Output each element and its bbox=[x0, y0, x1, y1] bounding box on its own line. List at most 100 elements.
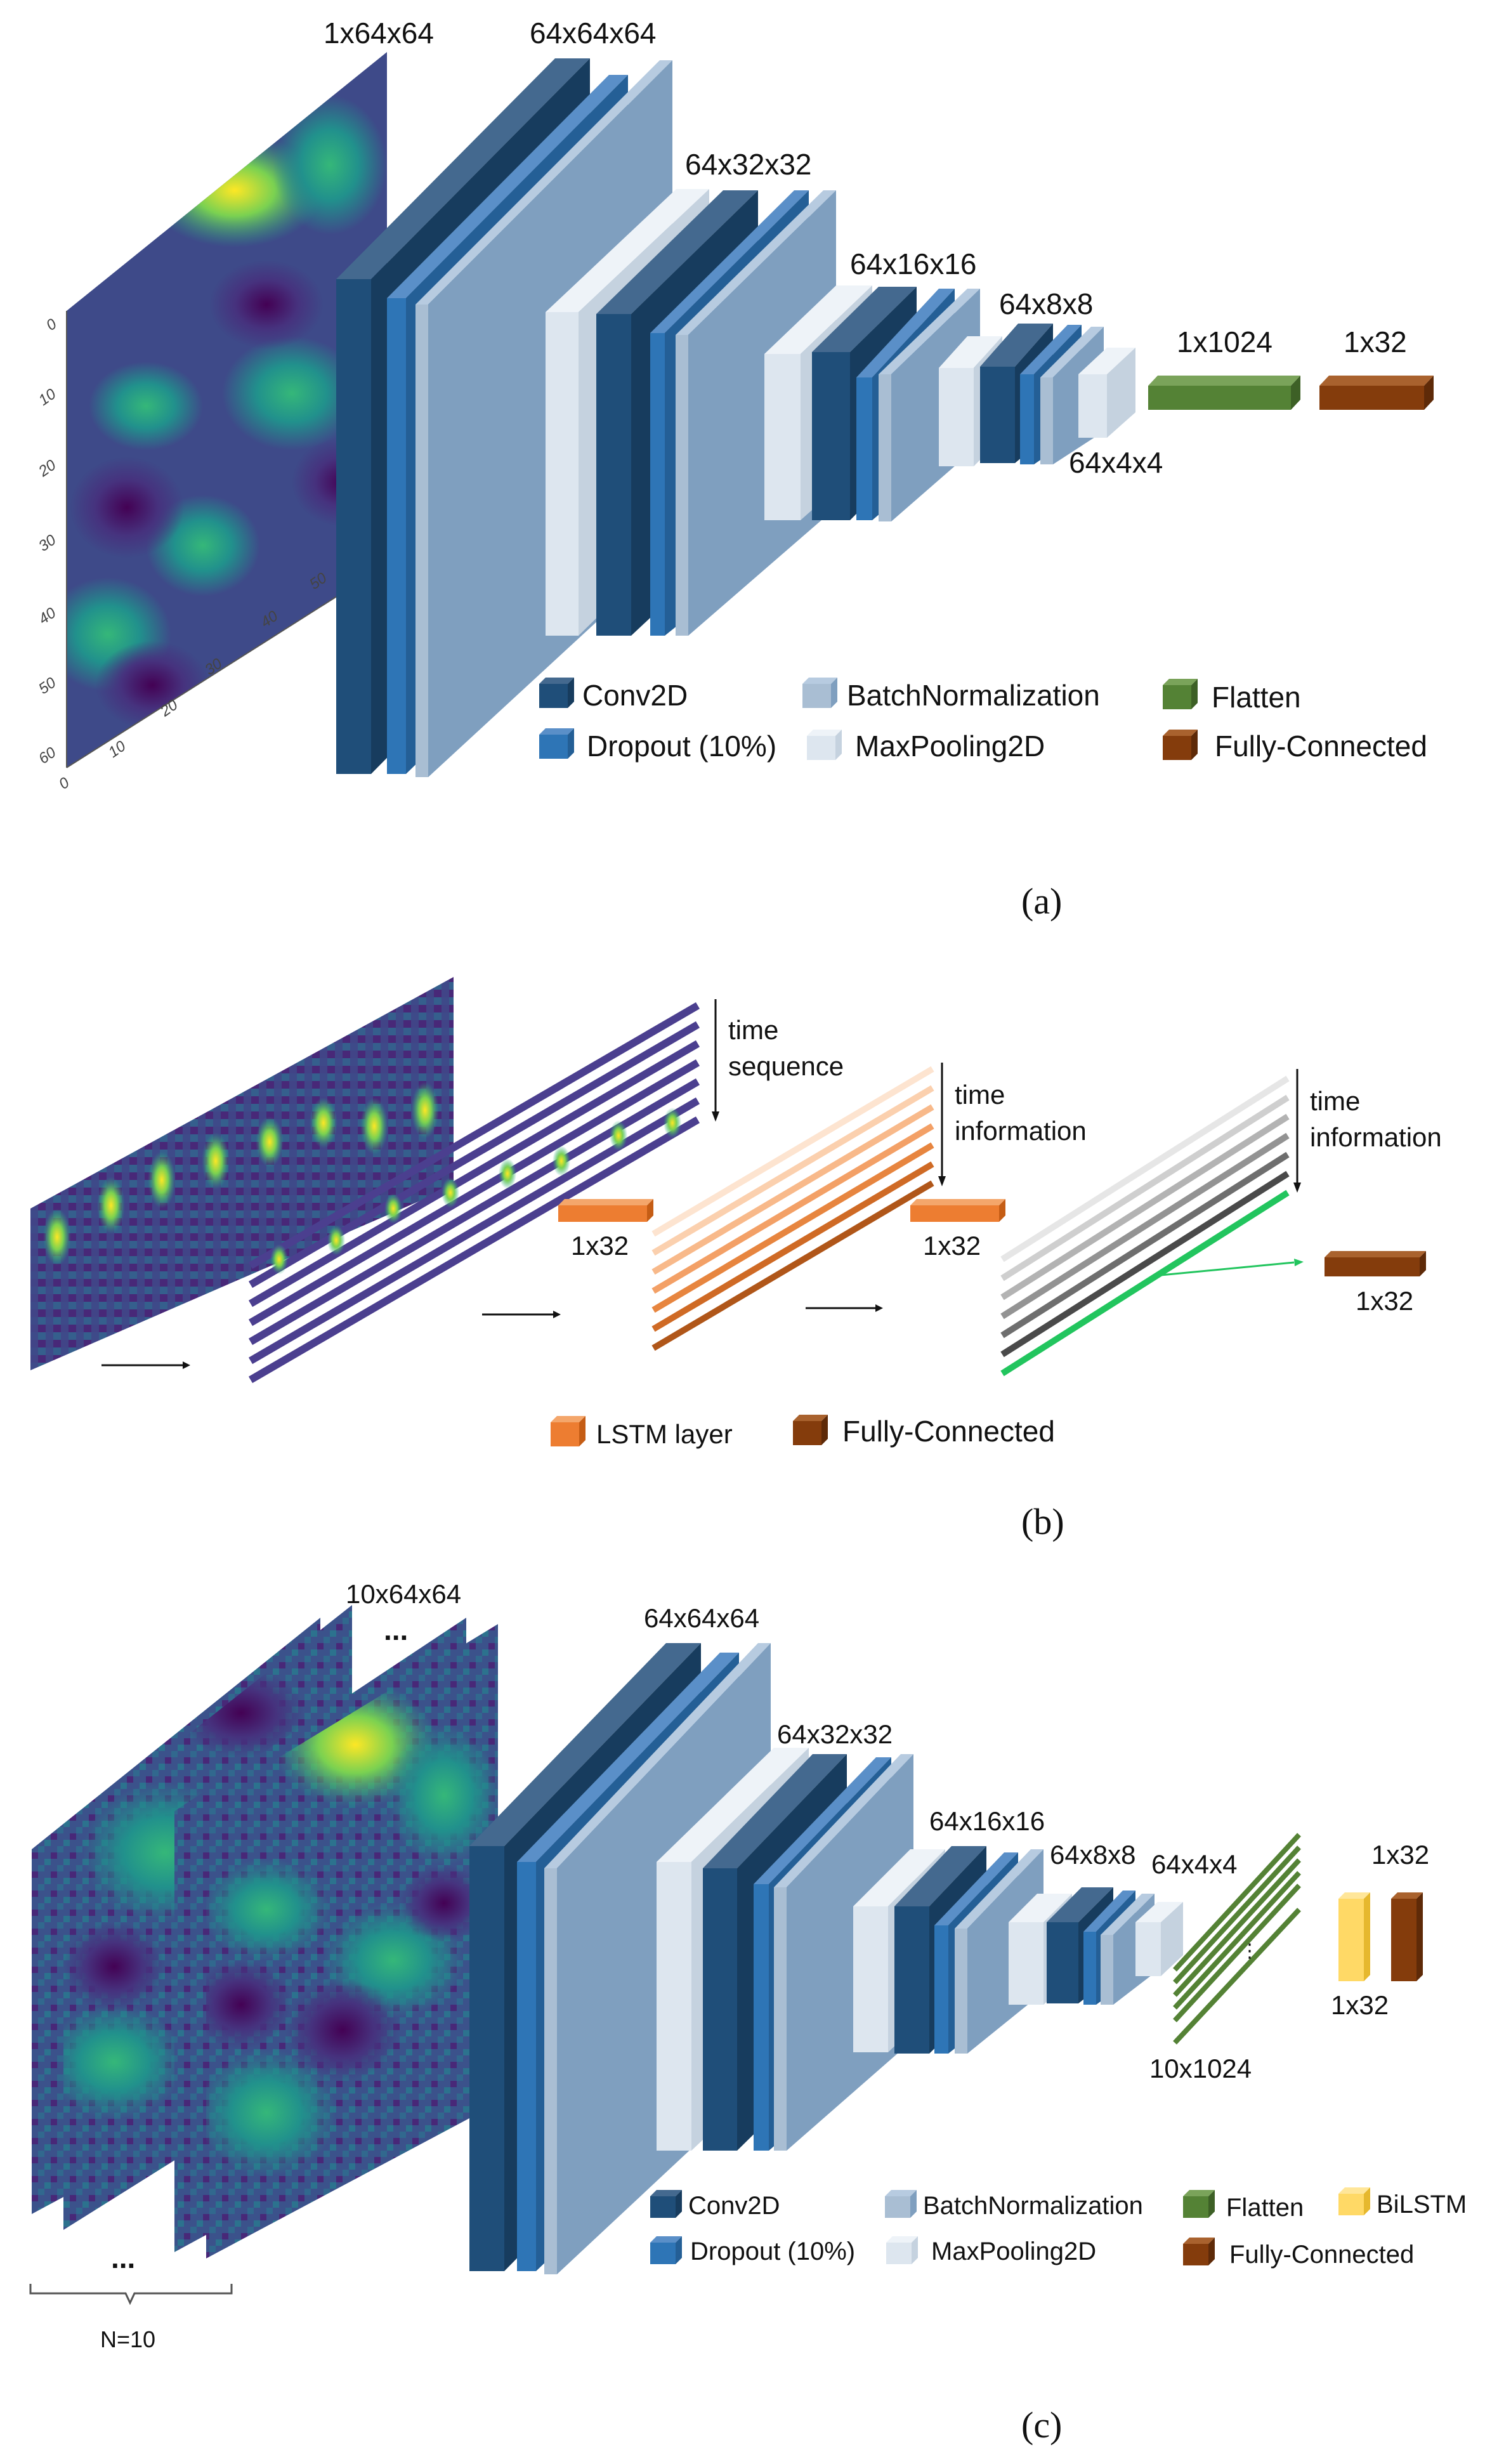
arrow-to-lstm2 bbox=[806, 1304, 883, 1312]
dims-1x32: 1x32 bbox=[1344, 325, 1407, 358]
input-heatmap bbox=[66, 52, 388, 768]
bilstm-layer bbox=[1338, 1892, 1370, 1981]
c-dims-64x8x8: 64x8x8 bbox=[1050, 1840, 1135, 1870]
block-64x16x16 bbox=[764, 285, 980, 521]
y-tick: 40 bbox=[36, 604, 60, 628]
legend-b: LSTM layer Fully-Connected bbox=[551, 1415, 1055, 1449]
dims-64x32x32: 64x32x32 bbox=[685, 148, 812, 181]
legend-maxpool: MaxPooling2D bbox=[807, 730, 1045, 763]
legend-maxpool-label: MaxPooling2D bbox=[855, 730, 1045, 763]
stripe-highlights bbox=[270, 1108, 681, 1275]
legend-c-bilstm: BiLSTM bbox=[1338, 2187, 1467, 2218]
ellipsis-top: ... bbox=[384, 1613, 408, 1646]
c-block-64x8x8 bbox=[1009, 1887, 1155, 2005]
time-sequence-label-2: sequence bbox=[728, 1051, 844, 1081]
caption-c: (c) bbox=[1021, 2404, 1062, 2446]
legend-batchnorm: BatchNormalization bbox=[802, 678, 1100, 712]
legend-c-fc: Fully-Connected bbox=[1183, 2238, 1414, 2269]
fc-layer bbox=[1319, 376, 1434, 410]
c-dims-64x4x4: 64x4x4 bbox=[1151, 1849, 1237, 1879]
n-brace bbox=[29, 2284, 233, 2305]
panel-c: 10x64x64 ... ... N=10 64x64x64 bbox=[29, 1579, 1467, 2446]
time-sequence-stripes bbox=[248, 1002, 700, 1384]
legend-lstm-label: LSTM layer bbox=[596, 1419, 733, 1449]
y-tick: 10 bbox=[36, 385, 60, 409]
arrow-to-lstm bbox=[482, 1311, 561, 1318]
y-tick: 50 bbox=[36, 674, 60, 698]
legend-c-flatten-label: Flatten bbox=[1226, 2194, 1304, 2222]
time-sequence-arrow bbox=[712, 999, 719, 1122]
c-dims-10x1024: 10x1024 bbox=[1149, 2054, 1252, 2083]
legend-c-conv2d-label: Conv2D bbox=[688, 2192, 780, 2220]
panel-a: 0 10 20 30 40 50 60 0 10 20 30 40 50 1x6… bbox=[35, 16, 1434, 922]
legend-flatten: Flatten bbox=[1163, 679, 1301, 714]
legend-fc-label: Fully-Connected bbox=[1215, 730, 1427, 763]
y-tick: 0 bbox=[43, 315, 60, 334]
legend-c-flatten: Flatten bbox=[1183, 2190, 1304, 2222]
time-info-1-line2: information bbox=[955, 1116, 1087, 1146]
legend-c-bilstm-label: BiLSTM bbox=[1377, 2191, 1467, 2218]
lstm2-dims: 1x32 bbox=[923, 1231, 981, 1261]
legend-c-batchnorm: BatchNormalization bbox=[885, 2190, 1143, 2220]
legend-c-batchnorm-label: BatchNormalization bbox=[923, 2192, 1143, 2220]
legend-fc: Fully-Connected bbox=[1163, 730, 1427, 763]
dims-64x64x64: 64x64x64 bbox=[530, 16, 657, 49]
heatmap-y-ticks: 0 10 20 30 40 50 60 bbox=[35, 315, 60, 768]
dims-64x4x4: 64x4x4 bbox=[1069, 446, 1163, 479]
lstm-layer-1 bbox=[558, 1199, 653, 1222]
input-c-dims: 10x64x64 bbox=[346, 1579, 461, 1609]
legend-lstm: LSTM layer bbox=[551, 1416, 733, 1449]
lstm2-time-stripes bbox=[1000, 1075, 1290, 1377]
legend-c-maxpool-label: MaxPooling2D bbox=[931, 2238, 1096, 2265]
legend-fc-b-label: Fully-Connected bbox=[842, 1415, 1055, 1448]
legend-conv2d: Conv2D bbox=[539, 678, 688, 712]
c-dims-64x32x32: 64x32x32 bbox=[777, 1719, 893, 1749]
lstm-layer-2 bbox=[910, 1199, 1005, 1222]
legend-dropout-label: Dropout (10%) bbox=[587, 730, 776, 763]
dims-64x16x16: 64x16x16 bbox=[850, 247, 977, 280]
block-64x32x32 bbox=[546, 189, 836, 636]
lstm1-dims: 1x32 bbox=[571, 1231, 629, 1261]
panel-b: time sequence 1x32 time informatio bbox=[30, 977, 1442, 1542]
legend-c-dropout: Dropout (10%) bbox=[650, 2236, 855, 2265]
block-64x4x4 bbox=[1078, 348, 1135, 438]
flatten-layer bbox=[1148, 376, 1300, 410]
output-arrow bbox=[1160, 1259, 1304, 1276]
legend-a: Conv2D Dropout (10%) BatchNormalization … bbox=[539, 678, 1427, 763]
legend-c-maxpool: MaxPooling2D bbox=[886, 2236, 1096, 2265]
legend-flatten-label: Flatten bbox=[1212, 681, 1301, 714]
y-tick: 60 bbox=[36, 744, 60, 768]
c-fc-layer bbox=[1391, 1892, 1423, 1981]
c-flatten-layers bbox=[1173, 1833, 1301, 2045]
caption-a: (a) bbox=[1021, 881, 1062, 922]
c-dims-64x16x16: 64x16x16 bbox=[929, 1806, 1045, 1836]
legend-dropout: Dropout (10%) bbox=[539, 728, 776, 763]
n-label: N=10 bbox=[100, 2326, 155, 2352]
c-block-64x4x4 bbox=[1135, 1902, 1183, 1976]
bilstm-dims: 1x32 bbox=[1331, 1990, 1389, 2020]
input-dims-label: 1x64x64 bbox=[324, 16, 434, 49]
y-tick: 20 bbox=[35, 456, 60, 480]
legend-c-fc-label: Fully-Connected bbox=[1229, 2241, 1414, 2269]
dims-1x1024: 1x1024 bbox=[1177, 325, 1272, 358]
time-sequence-label-1: time bbox=[728, 1015, 778, 1045]
time-info-arrow-2 bbox=[1293, 1069, 1301, 1193]
caption-b: (b) bbox=[1021, 1501, 1064, 1542]
time-info-2-line1: time bbox=[1310, 1086, 1360, 1116]
c-fc-dims: 1x32 bbox=[1371, 1840, 1429, 1870]
time-info-1-line1: time bbox=[955, 1080, 1005, 1110]
legend-conv2d-label: Conv2D bbox=[582, 679, 688, 712]
legend-c-dropout-label: Dropout (10%) bbox=[690, 2238, 855, 2265]
fc-layer-b bbox=[1325, 1251, 1426, 1276]
legend-batchnorm-label: BatchNormalization bbox=[847, 679, 1100, 712]
y-tick: 30 bbox=[36, 531, 60, 555]
time-info-2-line2: information bbox=[1310, 1122, 1442, 1152]
dims-64x8x8: 64x8x8 bbox=[999, 287, 1093, 320]
input-sequence-image bbox=[30, 977, 454, 1370]
time-info-arrow-1 bbox=[938, 1063, 946, 1186]
input-frame-stack bbox=[32, 1605, 498, 2258]
ellipsis-bottom: ... bbox=[111, 2241, 135, 2274]
c-block-64x16x16 bbox=[853, 1846, 1043, 2054]
fc-b-dims: 1x32 bbox=[1356, 1286, 1413, 1316]
